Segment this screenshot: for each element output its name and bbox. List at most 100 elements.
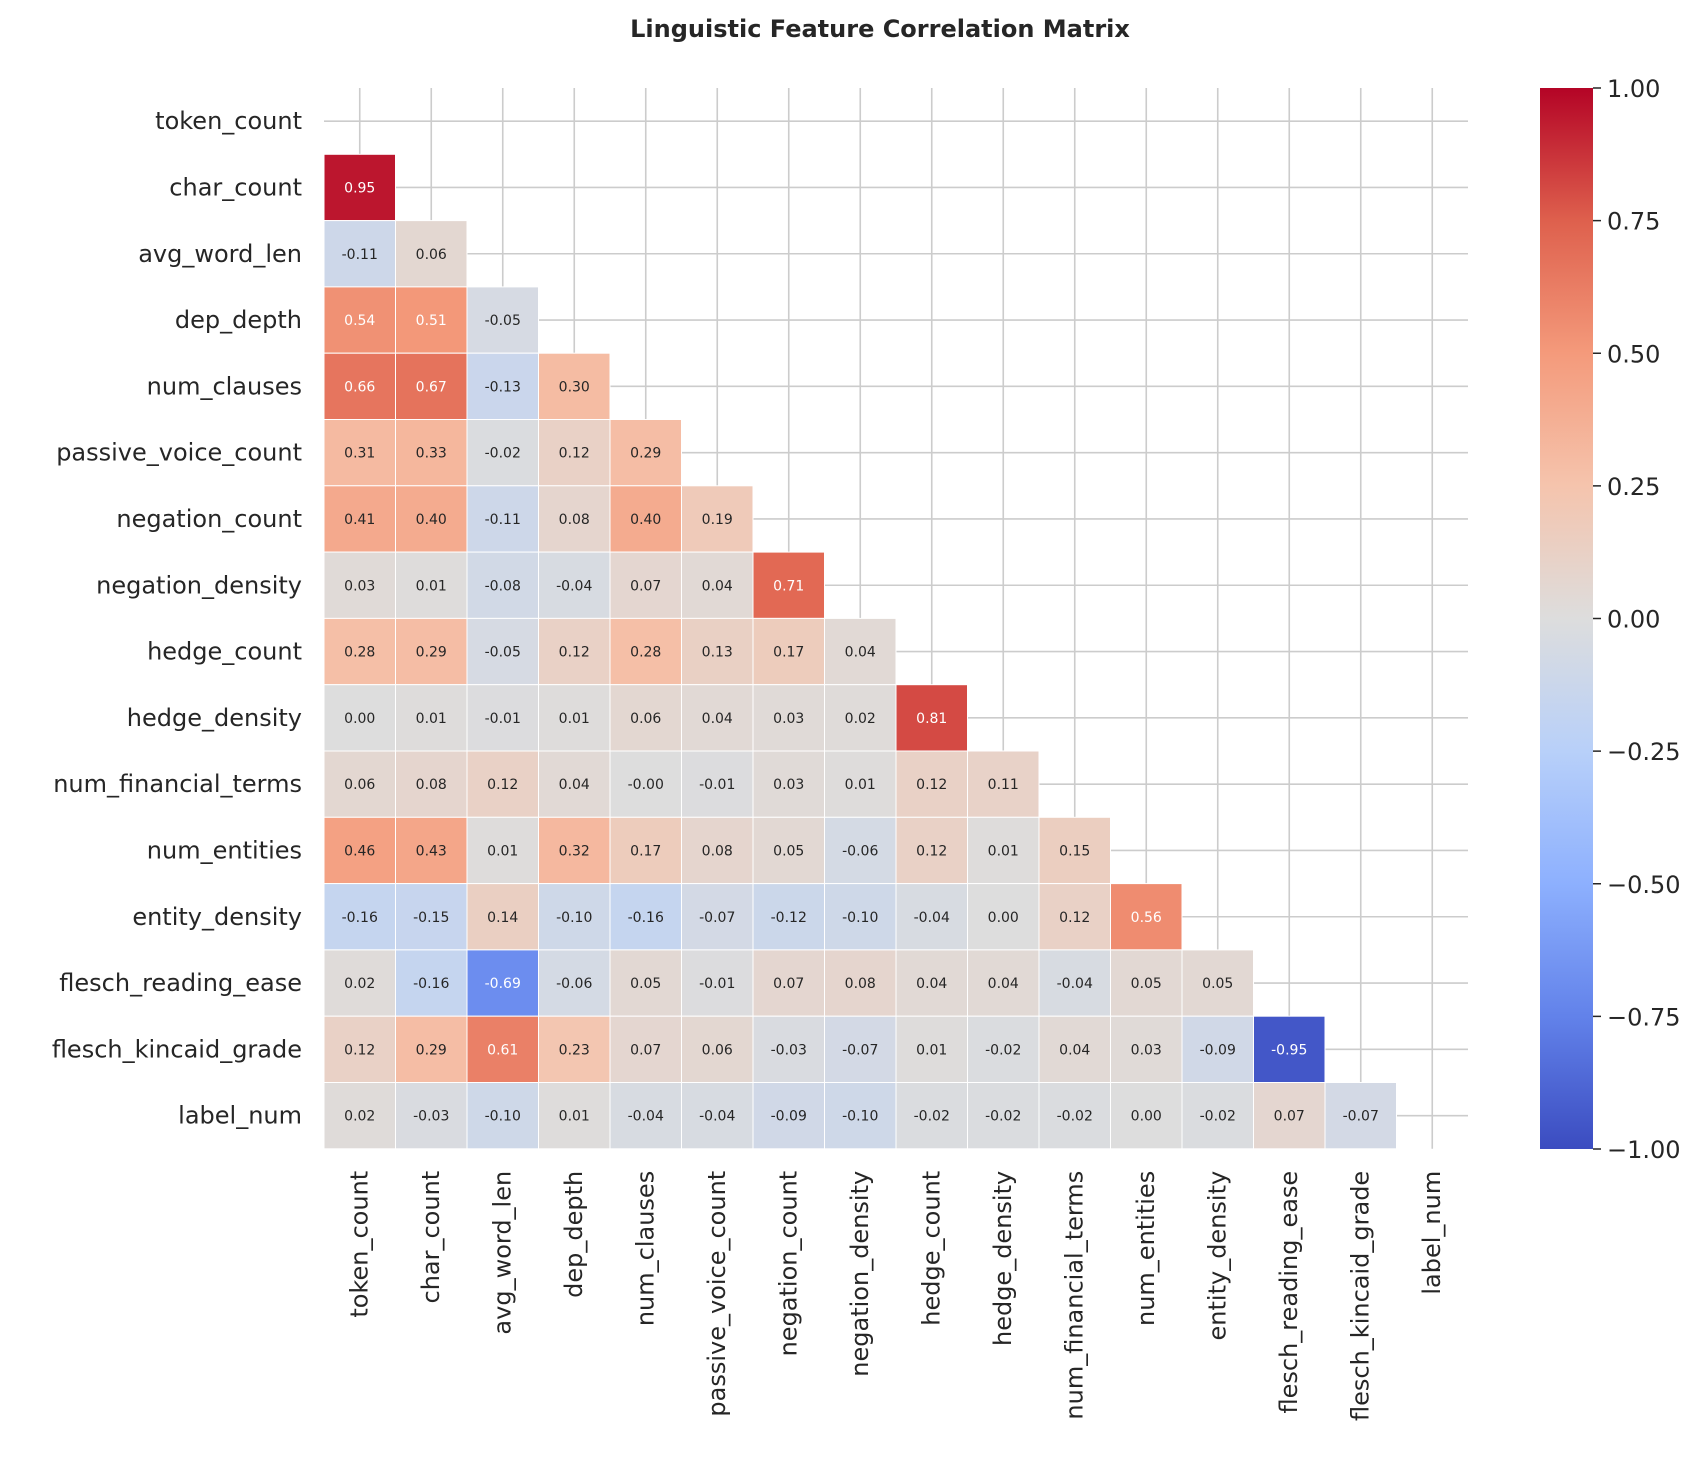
cell-value-label: -0.02 bbox=[914, 1109, 950, 1125]
cell-value-label: -0.16 bbox=[628, 910, 664, 926]
heatmap-cell bbox=[824, 949, 897, 1017]
cell-value-label: 0.12 bbox=[916, 843, 947, 859]
cell-value-label: 0.31 bbox=[344, 446, 375, 462]
heatmap-cell bbox=[466, 485, 539, 553]
heatmap-cells bbox=[323, 153, 1397, 1150]
colorbar: 1.00 0.75 0.50 0.25 0.00 −0.25 −0.50 −0.75 −1.00 bbox=[1540, 75, 1681, 1164]
cell-value-label: 0.07 bbox=[630, 1042, 661, 1058]
heatmap-cell bbox=[752, 1082, 825, 1150]
heatmap-cell bbox=[681, 883, 754, 951]
heatmap-cell bbox=[681, 1015, 754, 1084]
heatmap-cell bbox=[323, 419, 396, 487]
heatmap-cell bbox=[323, 1015, 396, 1084]
cell-value-label: -0.09 bbox=[1200, 1042, 1236, 1058]
heatmap-cell bbox=[967, 883, 1040, 951]
cell-value-label: 0.12 bbox=[559, 645, 590, 661]
y-tick-label: passive_voice_count bbox=[56, 439, 302, 467]
cell-value-label: -0.13 bbox=[485, 379, 521, 395]
heatmap-cell bbox=[609, 419, 682, 487]
cell-value-label: 0.33 bbox=[416, 446, 447, 462]
heatmap-cell bbox=[1110, 1015, 1183, 1084]
cell-value-label: 0.01 bbox=[559, 1109, 590, 1125]
cell-value-label: 0.08 bbox=[702, 843, 733, 859]
heatmap-cell bbox=[609, 1082, 682, 1150]
cell-value-label: 0.12 bbox=[487, 777, 518, 793]
cell-value-label: -0.01 bbox=[485, 711, 521, 727]
cell-value-label: -0.07 bbox=[699, 910, 735, 926]
heatmap-cell bbox=[323, 883, 396, 951]
cell-value-label: 0.05 bbox=[1131, 976, 1162, 992]
heatmap-cell bbox=[323, 286, 396, 354]
heatmap-cell bbox=[752, 750, 825, 818]
heatmap-cell bbox=[824, 1082, 897, 1150]
cell-value-label: 0.30 bbox=[559, 379, 590, 395]
colorbar-tick-label: 0.25 bbox=[1607, 473, 1660, 501]
colorbar-tick-label: −0.25 bbox=[1607, 738, 1681, 766]
cell-value-label: 0.11 bbox=[988, 777, 1019, 793]
y-tick-label: label_num bbox=[178, 1102, 302, 1130]
cell-value-label: 0.29 bbox=[416, 1042, 447, 1058]
y-tick-label: negation_count bbox=[116, 505, 302, 533]
heatmap-cell bbox=[466, 286, 539, 354]
colorbar-tick-label: −0.50 bbox=[1607, 871, 1681, 899]
cell-value-label: 0.01 bbox=[487, 843, 518, 859]
cell-value-label: -0.06 bbox=[842, 843, 878, 859]
x-tick-label: num_financial_terms bbox=[1061, 1171, 1089, 1420]
cell-value-label: 0.81 bbox=[916, 711, 947, 727]
cell-value-label: 0.05 bbox=[630, 976, 661, 992]
cell-value-label: -0.04 bbox=[699, 1109, 735, 1125]
heatmap-cell bbox=[466, 684, 539, 752]
y-tick-label: hedge_count bbox=[147, 638, 302, 666]
heatmap-cell bbox=[538, 551, 611, 619]
cell-value-label: 0.29 bbox=[630, 446, 661, 462]
x-tick-label: num_entities bbox=[1132, 1171, 1160, 1326]
colorbar-tick-label: 0.00 bbox=[1607, 606, 1660, 634]
heatmap-cell bbox=[466, 551, 539, 619]
colorbar-tick-label: 0.50 bbox=[1607, 340, 1660, 368]
y-tick-label: flesch_kincaid_grade bbox=[52, 1035, 302, 1063]
cell-value-label: 0.54 bbox=[344, 313, 375, 329]
heatmap-cell bbox=[538, 684, 611, 752]
cell-value-label: 0.07 bbox=[773, 976, 804, 992]
cell-value-label: 0.95 bbox=[344, 180, 375, 196]
cell-value-label: -0.03 bbox=[771, 1042, 807, 1058]
cell-value-label: -0.07 bbox=[842, 1042, 878, 1058]
cell-value-label: 0.07 bbox=[630, 578, 661, 594]
heatmap-cell bbox=[967, 949, 1040, 1017]
heatmap-cell bbox=[395, 883, 468, 951]
heatmap-cell bbox=[1110, 949, 1183, 1017]
cell-value-label: -0.02 bbox=[1057, 1109, 1093, 1125]
heatmap-cell bbox=[967, 750, 1040, 818]
x-tick-label: passive_voice_count bbox=[703, 1171, 731, 1417]
y-tick-label: num_financial_terms bbox=[53, 770, 302, 798]
heatmap-cell bbox=[466, 816, 539, 885]
cell-value-label: 0.04 bbox=[702, 711, 733, 727]
cell-value-label: -0.01 bbox=[699, 976, 735, 992]
heatmap-cell bbox=[609, 485, 682, 553]
heatmap-cell bbox=[395, 617, 468, 686]
heatmap-cell bbox=[1038, 816, 1111, 885]
colorbar-tick-label: 1.00 bbox=[1607, 75, 1660, 103]
cell-value-label: 0.04 bbox=[1059, 1042, 1090, 1058]
heatmap-cell bbox=[395, 220, 468, 288]
cell-value-label: -0.12 bbox=[771, 910, 807, 926]
y-tick-label: char_count bbox=[169, 173, 302, 201]
x-tick-label: token_count bbox=[346, 1171, 374, 1318]
cell-value-label: 0.02 bbox=[845, 711, 876, 727]
cell-value-label: -0.69 bbox=[485, 976, 521, 992]
heatmap-cell bbox=[1038, 949, 1111, 1017]
cell-value-label: -0.02 bbox=[985, 1109, 1021, 1125]
heatmap-cell bbox=[1324, 1082, 1397, 1150]
cell-value-label: 0.02 bbox=[344, 976, 375, 992]
heatmap-cell bbox=[1181, 949, 1254, 1017]
cell-value-label: 0.04 bbox=[988, 976, 1019, 992]
cell-value-label: 0.51 bbox=[416, 313, 447, 329]
heatmap-cell bbox=[752, 883, 825, 951]
cell-value-label: 0.14 bbox=[487, 910, 518, 926]
cell-value-label: 0.01 bbox=[988, 843, 1019, 859]
cell-value-label: 0.01 bbox=[845, 777, 876, 793]
cell-value-label: -0.11 bbox=[485, 512, 521, 528]
heatmap-cell bbox=[1253, 1015, 1326, 1084]
cell-value-label: 0.08 bbox=[416, 777, 447, 793]
